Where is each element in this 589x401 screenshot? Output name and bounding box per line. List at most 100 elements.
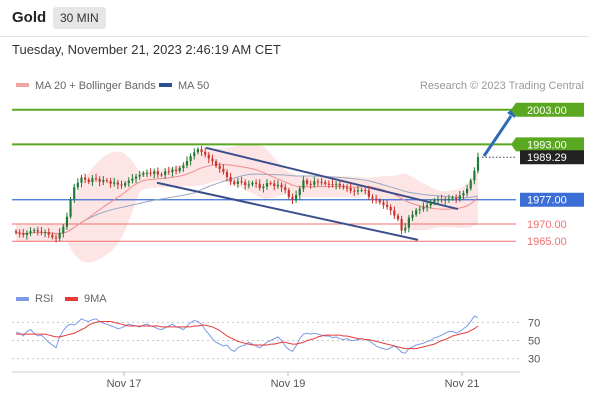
candle-bullish [142, 173, 145, 175]
candle-bullish [458, 195, 461, 200]
candle-bearish [149, 172, 152, 174]
candle-bullish [134, 176, 138, 179]
candle-bullish [451, 197, 454, 199]
candle-bullish [407, 217, 410, 228]
candle-bullish [189, 156, 192, 161]
candle-bearish [327, 183, 330, 185]
candle-bullish [185, 160, 189, 166]
candle-bullish [80, 177, 83, 183]
candle-bearish [214, 161, 218, 166]
candle-bullish [73, 187, 76, 200]
candle-bullish [58, 232, 61, 239]
candle-bearish [54, 237, 58, 239]
candle-bearish [382, 202, 385, 205]
candle-bullish [447, 198, 450, 200]
ma20-line [15, 164, 479, 235]
level-label-1993.00: 1993.00 [527, 139, 567, 151]
candle-bullish [193, 152, 196, 157]
forecast-arrow-shaft [482, 115, 513, 157]
ma20-legend-swatch [16, 83, 29, 87]
candle-bullish [411, 214, 414, 218]
candle-bullish [25, 232, 29, 236]
candle-bullish [433, 200, 436, 204]
candle-bearish [345, 187, 349, 189]
candle-bullish [302, 180, 305, 189]
candle-bullish [113, 182, 116, 184]
candle-bullish [69, 199, 72, 217]
candle-bullish [262, 186, 265, 188]
candle-bearish [255, 182, 258, 184]
candle-bullish [404, 227, 407, 231]
rsi-tick-label-70: 70 [528, 317, 540, 329]
rsi-tick-label-30: 30 [528, 354, 540, 366]
candle-bullish [247, 184, 250, 186]
candle-bearish [174, 169, 178, 172]
candle-bearish [273, 183, 276, 187]
candle-bearish [353, 190, 356, 192]
candle-bearish [109, 181, 112, 184]
rsi-tick-label-50: 50 [528, 336, 540, 348]
ma20-legend-label: MA 20 + Bollinger Bands [35, 80, 156, 92]
candle-bearish [258, 183, 261, 188]
candle-bearish [218, 165, 221, 169]
rsi-ma-legend-swatch [65, 297, 78, 301]
level-label-1977.00: 1977.00 [527, 195, 567, 207]
candle-bullish [196, 149, 199, 153]
ma50-line [15, 173, 479, 235]
candle-bullish [102, 180, 105, 182]
level-tag-1977.00 [520, 192, 584, 207]
candle-bullish [236, 181, 239, 184]
rsi-legend-label: RSI [35, 293, 53, 305]
x-tick-label-nov-19: Nov 19 [271, 378, 306, 390]
candle-bearish [393, 210, 396, 216]
candle-bullish [476, 157, 480, 171]
title-divider [0, 36, 589, 37]
candle-bullish [182, 165, 185, 168]
candle-bullish [65, 216, 69, 227]
candle-bearish [167, 171, 170, 173]
x-tick-label-nov-21: Nov 21 [445, 378, 480, 390]
channel-upper-line [205, 146, 459, 211]
candle-bearish [364, 190, 367, 192]
candle-bearish [200, 149, 203, 152]
candle-bearish [18, 232, 21, 234]
candle-bearish [396, 215, 400, 220]
candle-bullish [444, 199, 447, 201]
candle-bullish [422, 206, 425, 210]
candle-bullish [164, 171, 167, 175]
candle-bullish [33, 230, 36, 232]
level-tag-1993.00 [511, 137, 584, 152]
candle-bearish [331, 184, 334, 186]
level-label-1970.00: 1970.00 [527, 219, 567, 231]
candle-bearish [287, 190, 290, 197]
rsi-legend-swatch [16, 297, 29, 301]
candle-bearish [233, 181, 236, 184]
candle-bullish [76, 182, 79, 188]
candle-bullish [473, 170, 476, 181]
candle-bearish [225, 172, 229, 177]
candle-bearish [156, 171, 159, 175]
x-axis: Nov 17 Nov 19 Nov 21 [107, 372, 480, 390]
candle-bearish [320, 181, 323, 183]
x-tick-label-nov-17: Nov 17 [107, 378, 142, 390]
candle-bullish [124, 183, 127, 186]
candle-bullish [178, 167, 181, 172]
candle-bullish [91, 178, 94, 183]
candle-bearish [338, 183, 341, 186]
candle-bullish [138, 174, 141, 177]
level-tag-2003.00 [511, 102, 584, 117]
candle-bearish [440, 199, 443, 201]
candle-bullish [251, 182, 254, 185]
candle-bullish [335, 183, 338, 185]
candle-bearish [455, 197, 458, 200]
candle-bearish [47, 232, 50, 235]
candle-bullish [415, 210, 418, 215]
candle-bullish [62, 226, 65, 233]
bollinger-band [16, 144, 478, 263]
ma50-legend-label: MA 50 [178, 80, 209, 92]
timeframe-tab[interactable]: 30 MIN [53, 7, 106, 29]
candle-bullish [276, 184, 280, 187]
channel-lower-line [156, 181, 419, 241]
